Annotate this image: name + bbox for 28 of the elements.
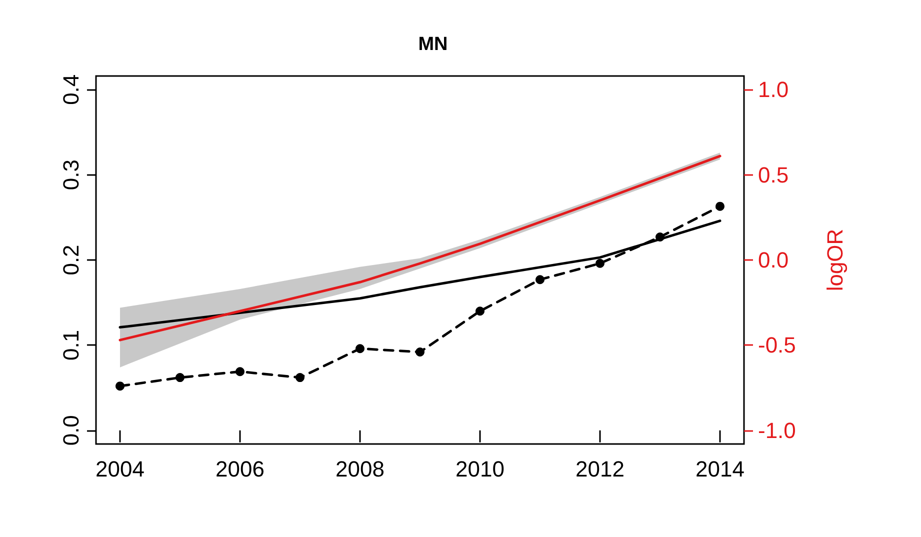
point xyxy=(296,373,304,382)
y2-tick-label: 1.0 xyxy=(758,77,789,102)
y2-tick-label: -1.0 xyxy=(758,418,796,443)
point xyxy=(236,367,244,376)
y-tick-label: 0.0 xyxy=(58,415,84,446)
point xyxy=(596,258,604,268)
y-tick-label: 0.2 xyxy=(58,244,84,276)
x-tick-label: 2006 xyxy=(216,456,264,482)
point xyxy=(176,373,184,382)
y2-axis-title: logOR xyxy=(822,228,848,292)
x-tick-label: 2010 xyxy=(456,456,504,482)
point xyxy=(476,306,484,316)
point xyxy=(116,382,124,391)
y-tick-label: 0.3 xyxy=(58,160,84,190)
x-tick-label: 2004 xyxy=(96,456,144,482)
point xyxy=(416,348,424,356)
y-tick-label: 0.1 xyxy=(58,330,84,360)
y2-tick-label: -0.5 xyxy=(758,332,796,358)
y2-tick-label: 0.5 xyxy=(758,162,789,188)
x-tick-label: 2012 xyxy=(576,456,624,482)
y-tick-label: 0.4 xyxy=(58,74,84,105)
y2-tick-label: 0.0 xyxy=(758,248,789,272)
point xyxy=(536,275,544,284)
chart-title: MN xyxy=(418,34,448,55)
x-tick-label: 2014 xyxy=(696,456,744,482)
point xyxy=(356,344,364,354)
x-tick-label: 2008 xyxy=(336,456,384,482)
point xyxy=(716,202,724,211)
